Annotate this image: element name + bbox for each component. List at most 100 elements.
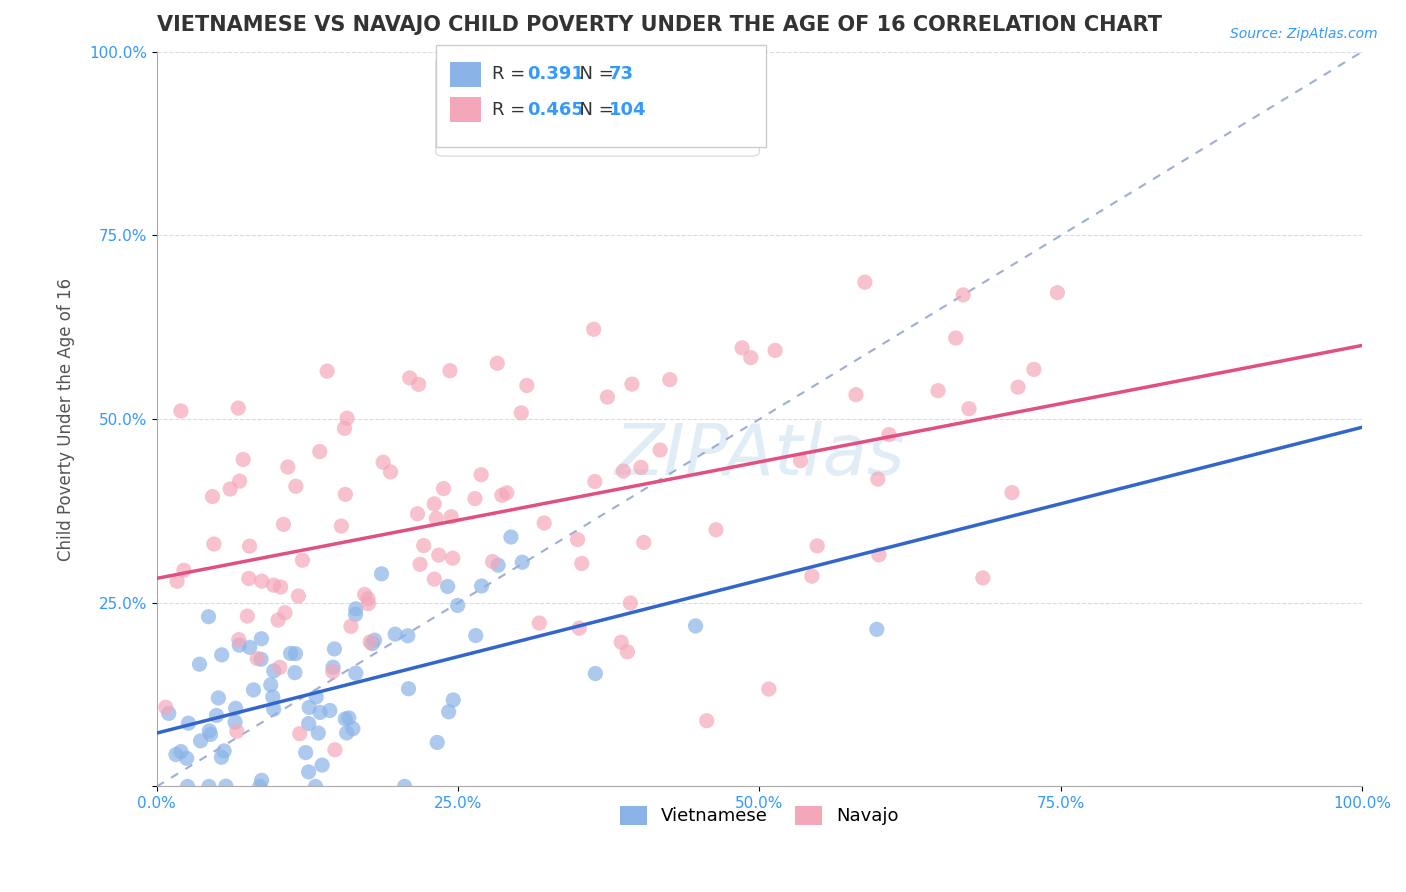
- Point: [633, 535, 655, 549]
- Point: [630, 460, 652, 475]
- Text: 0.465: 0.465: [527, 101, 583, 119]
- Point: [510, 555, 533, 569]
- Point: [155, 700, 177, 714]
- Point: [309, 706, 332, 720]
- Point: [583, 666, 606, 681]
- Point: [363, 633, 385, 648]
- Point: [165, 747, 187, 762]
- Point: [211, 648, 233, 662]
- Point: [427, 548, 450, 562]
- Point: [704, 523, 727, 537]
- Point: [800, 569, 823, 583]
- Point: [263, 664, 285, 678]
- Point: [173, 563, 195, 577]
- Point: [486, 356, 509, 370]
- Point: [658, 373, 681, 387]
- Point: [308, 444, 330, 458]
- Point: [239, 539, 262, 553]
- Point: [806, 539, 828, 553]
- Point: [396, 629, 419, 643]
- Legend: Vietnamese, Navajo: Vietnamese, Navajo: [609, 795, 910, 836]
- Point: [215, 779, 238, 793]
- Point: [758, 681, 780, 696]
- Point: [197, 609, 219, 624]
- Point: [224, 715, 246, 730]
- Point: [226, 401, 249, 415]
- Point: [412, 539, 434, 553]
- Point: [927, 384, 949, 398]
- Point: [491, 488, 513, 502]
- Point: [238, 572, 260, 586]
- Point: [157, 706, 180, 721]
- Point: [620, 377, 643, 392]
- Point: [568, 621, 591, 635]
- Point: [267, 613, 290, 627]
- Point: [291, 553, 314, 567]
- Point: [357, 597, 380, 611]
- Point: [335, 712, 357, 726]
- Point: [583, 475, 606, 489]
- Point: [432, 482, 454, 496]
- Point: [499, 530, 522, 544]
- Point: [868, 548, 890, 562]
- Point: [423, 497, 446, 511]
- Point: [406, 507, 429, 521]
- Point: [394, 780, 416, 794]
- Point: [516, 378, 538, 392]
- Point: [486, 558, 509, 573]
- Point: [250, 773, 273, 788]
- Point: [236, 609, 259, 624]
- Point: [464, 491, 486, 506]
- Point: [853, 275, 876, 289]
- Point: [510, 406, 533, 420]
- Point: [228, 638, 250, 652]
- Point: [470, 467, 492, 482]
- Point: [280, 647, 302, 661]
- Text: R =: R =: [492, 65, 531, 83]
- Point: [322, 660, 344, 674]
- Point: [957, 401, 980, 416]
- Point: [249, 780, 271, 794]
- Point: [337, 711, 360, 725]
- Point: [582, 322, 605, 336]
- Point: [763, 343, 786, 358]
- Point: [263, 578, 285, 592]
- Point: [650, 443, 672, 458]
- Point: [533, 516, 555, 530]
- Point: [952, 288, 974, 302]
- Point: [359, 635, 381, 649]
- Point: [426, 735, 449, 749]
- Point: [439, 364, 461, 378]
- Y-axis label: Child Poverty Under the Age of 16: Child Poverty Under the Age of 16: [58, 277, 75, 561]
- Point: [440, 509, 463, 524]
- Point: [357, 591, 380, 606]
- Point: [298, 764, 321, 779]
- Text: R =: R =: [492, 101, 531, 119]
- Point: [322, 665, 344, 679]
- Point: [616, 645, 638, 659]
- Text: 104: 104: [609, 101, 647, 119]
- Point: [298, 716, 321, 731]
- Point: [307, 726, 329, 740]
- Point: [340, 619, 363, 633]
- Point: [288, 726, 311, 740]
- Point: [190, 734, 212, 748]
- Point: [1022, 362, 1045, 376]
- Point: [446, 599, 468, 613]
- Point: [219, 482, 242, 496]
- Point: [305, 690, 328, 704]
- Point: [170, 745, 193, 759]
- Point: [250, 652, 273, 666]
- Point: [567, 533, 589, 547]
- Point: [330, 519, 353, 533]
- Point: [398, 371, 420, 385]
- Point: [398, 681, 420, 696]
- Point: [423, 572, 446, 586]
- Point: [409, 558, 432, 572]
- Point: [323, 641, 346, 656]
- Text: N =: N =: [568, 65, 620, 83]
- Point: [361, 637, 384, 651]
- Point: [202, 537, 225, 551]
- Point: [612, 464, 634, 478]
- Point: [246, 651, 269, 665]
